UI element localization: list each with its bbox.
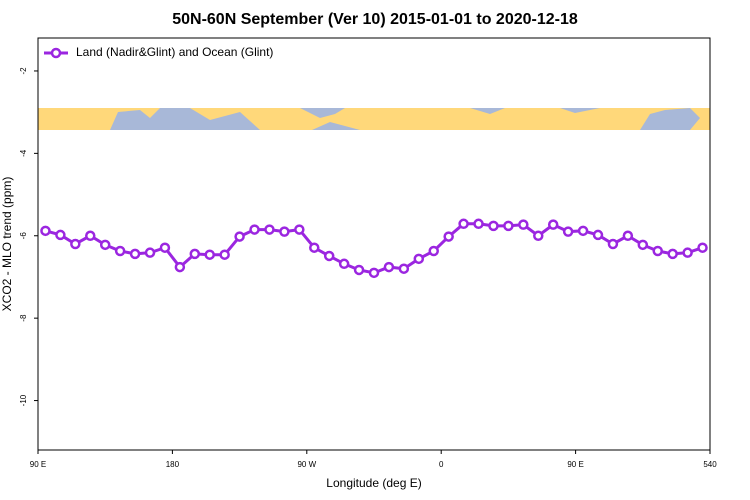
data-point <box>562 226 574 237</box>
data-point <box>607 238 619 250</box>
x-tick-label: 0 <box>439 460 444 469</box>
data-point <box>533 230 544 242</box>
data-point <box>473 218 484 230</box>
data-point <box>547 219 559 230</box>
data-point <box>249 224 260 235</box>
y-tick-label: -4 <box>19 149 28 157</box>
data-point <box>488 220 499 232</box>
legend-marker <box>50 47 62 59</box>
data-point <box>114 245 126 257</box>
data-point <box>383 261 395 273</box>
data-point <box>398 263 410 274</box>
data-point <box>622 230 634 242</box>
data-point <box>294 224 305 235</box>
data-point <box>55 229 66 241</box>
data-point <box>279 226 290 237</box>
series-line <box>45 222 704 275</box>
data-point <box>577 225 589 237</box>
y-tick-label: -10 <box>19 394 28 406</box>
chart-title: 50N-60N September (Ver 10) 2015-01-01 to… <box>172 11 578 28</box>
data-point <box>428 245 439 257</box>
data-point <box>323 250 335 262</box>
y-tick-label: -2 <box>19 67 28 75</box>
data-point <box>144 247 156 258</box>
data-point <box>368 267 380 279</box>
x-axis-label: Longitude (deg E) <box>326 476 421 490</box>
data-point <box>99 239 111 251</box>
data-point <box>264 224 275 235</box>
x-tick-label: 90 W <box>297 460 316 469</box>
data-point <box>697 242 708 253</box>
data-point <box>70 238 81 250</box>
data-point <box>667 248 678 260</box>
data-point <box>338 258 350 270</box>
data-point <box>503 220 514 232</box>
data-point <box>682 247 693 258</box>
data-point <box>85 230 96 242</box>
data-point <box>159 242 171 253</box>
data-point <box>40 225 51 237</box>
legend-label: Land (Nadir&Glint) and Ocean (Glint) <box>76 45 273 59</box>
data-point <box>637 239 649 251</box>
x-tick-label: 90 E <box>567 460 583 469</box>
data-point <box>458 218 469 230</box>
data-point <box>174 261 186 273</box>
x-tick-label: 540 <box>703 460 717 469</box>
data-point <box>652 245 663 257</box>
data-point <box>518 219 529 230</box>
plot-frame <box>37 37 711 451</box>
data-point <box>234 231 245 242</box>
y-tick-label: -8 <box>19 314 28 322</box>
map-strip <box>38 108 710 130</box>
data-point <box>204 249 215 260</box>
data-point <box>413 253 425 265</box>
data-point <box>189 248 201 260</box>
y-tick-label: -6 <box>19 232 28 240</box>
x-tick-label: 90 E <box>30 460 46 469</box>
data-point <box>443 231 454 242</box>
data-point <box>129 248 141 260</box>
data-point <box>309 242 320 253</box>
data-point <box>592 229 604 241</box>
x-tick-label: 180 <box>166 460 180 469</box>
data-point <box>219 249 230 260</box>
data-point <box>353 264 365 276</box>
y-axis-label: XCO2 - MLO trend (ppm) <box>0 177 14 312</box>
